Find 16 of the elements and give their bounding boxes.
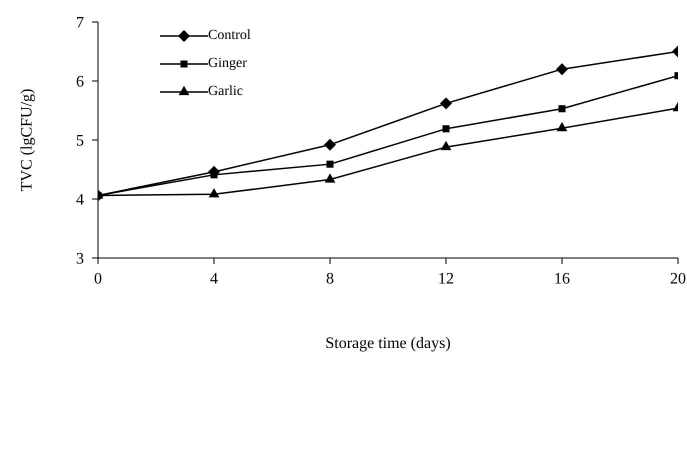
x-tick-label: 16 (554, 270, 570, 288)
legend-label: Garlic (208, 84, 243, 100)
x-tick-label: 0 (94, 270, 102, 288)
y-tick-label: 7 (76, 14, 84, 32)
legend-label: Control (208, 28, 251, 44)
x-tick-label: 20 (670, 270, 686, 288)
x-tick-label: 8 (326, 270, 334, 288)
y-tick-label: 4 (76, 192, 84, 209)
y-tick-label: 3 (76, 250, 84, 268)
legend-label: Ginger (208, 56, 247, 72)
x-axis-title: Storage time (days) (325, 335, 451, 352)
x-tick-label: 4 (210, 270, 218, 288)
y-tick-label: 6 (76, 74, 84, 91)
x-tick-label: 12 (438, 270, 454, 288)
y-axis-title: TVC (lgCFU/g) (18, 88, 36, 192)
y-tick-label: 5 (76, 132, 84, 150)
